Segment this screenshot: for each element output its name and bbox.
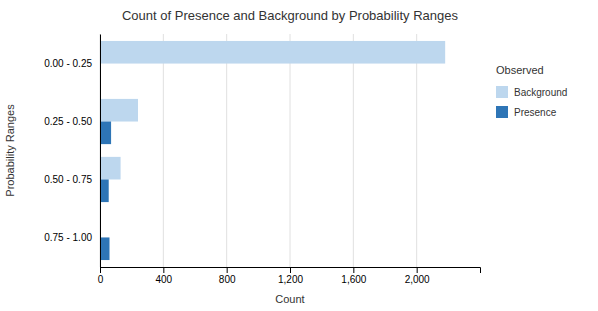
tick-mark [227,267,228,273]
bar [100,122,111,145]
axis-line [100,35,101,268]
tick: 2,000 [405,267,430,285]
tick: 0.00 - 0.25 [44,58,92,69]
tick-label: 0.50 - 0.75 [44,174,92,185]
legend-item: Background [496,86,567,98]
y-axis-title: Probability Ranges [4,104,16,197]
tick-mark [163,267,164,273]
grid-line [416,34,417,267]
tick-label: 800 [219,274,236,285]
legend-label: Presence [514,107,557,118]
tick: 1,200 [278,267,303,285]
grid-line [163,34,164,267]
tick: 0.50 - 0.75 [44,174,92,185]
tick-mark [290,267,291,273]
legend-swatch [496,86,508,98]
tick-label: 0.75 - 1.00 [44,232,92,243]
legend-item: Presence [496,106,557,118]
bar [100,157,121,180]
legend-title: Observed [496,64,544,76]
tick-label: 2,000 [405,274,430,285]
grid [100,34,417,267]
tick: 400 [155,267,172,285]
grid-line [353,34,354,267]
tick-label: 0 [98,274,104,285]
bar [100,179,109,202]
bar [100,99,138,122]
legend: Observed Background Presence [496,64,567,118]
tick: 1,600 [341,267,366,285]
x-axis: 0 400 800 1,200 1,600 2,000 [98,267,481,285]
bars [100,41,445,260]
bar [100,41,445,64]
tick-mark [100,267,101,273]
axis-line [101,268,481,274]
tick-mark [353,267,354,273]
chart-svg: 0 400 800 1,200 1,600 2,000 0.00 - 0.25 0.25 - … [0,0,598,311]
tick: 800 [219,267,236,285]
tick-label: 400 [155,274,172,285]
bar [100,237,110,260]
tick-label: 0.25 - 0.50 [44,116,92,127]
bar-series [100,41,445,237]
tick: 0 [98,267,104,285]
tick-label: 0.00 - 0.25 [44,58,92,69]
chart-container: 0 400 800 1,200 1,600 2,000 0.00 - 0.25 0.25 - … [0,0,598,311]
bar-series [100,122,111,261]
plot-area: 0 400 800 1,200 1,600 2,000 0.00 - 0.25 0.25 - … [44,34,480,285]
legend-swatch [496,106,508,118]
legend-label: Background [514,87,567,98]
grid-line [100,34,101,267]
tick-label: 1,200 [278,274,303,285]
y-axis: 0.00 - 0.25 0.25 - 0.50 0.50 - 0.75 0.75 - … [44,35,100,268]
grid-line [226,34,227,267]
tick-mark [417,267,418,273]
tick: 0.25 - 0.50 [44,116,92,127]
tick-label: 1,600 [341,274,366,285]
tick: 0.75 - 1.00 [44,232,92,243]
grid-line [290,34,291,267]
title: Count of Presence and Background by Prob… [122,8,459,23]
x-axis-title: Count [275,293,304,305]
